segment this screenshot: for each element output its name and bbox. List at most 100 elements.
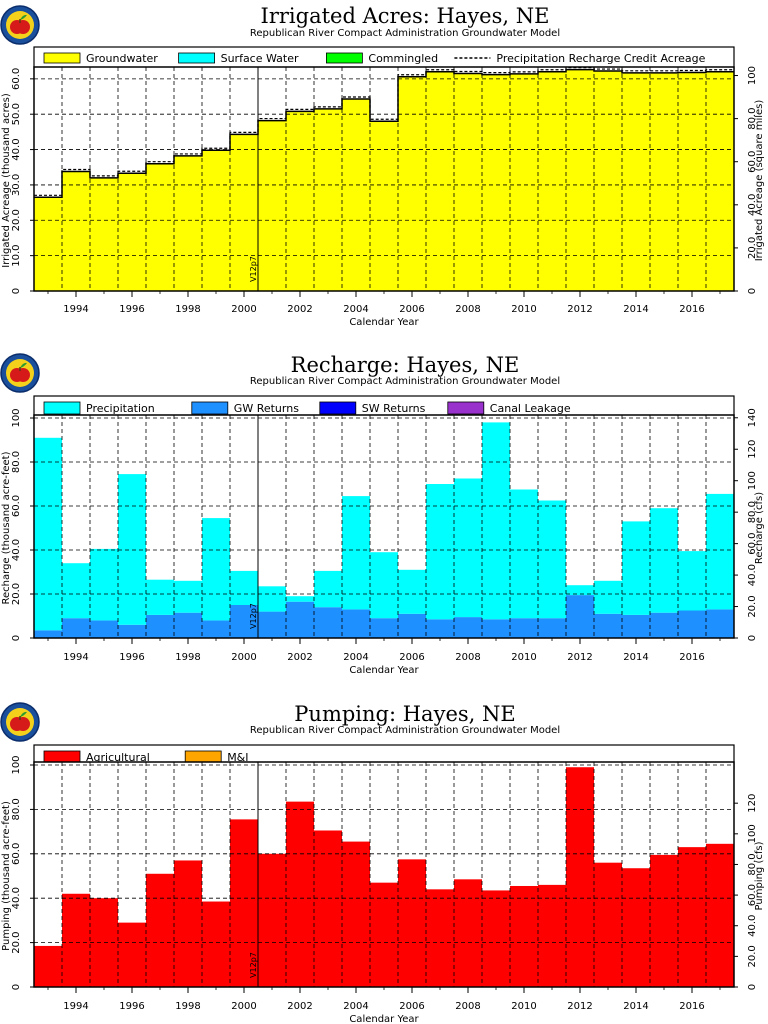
bar-gw-returns [538, 618, 566, 638]
bar-precipitation [174, 580, 202, 613]
legend-swatch [178, 52, 216, 64]
area-segment [454, 73, 482, 291]
x-tick-label: 1994 [63, 1001, 88, 1012]
y2-tick-label: 120 [747, 440, 758, 459]
bar-gw-returns [594, 613, 622, 638]
y-tick-label: 40.0 [11, 138, 22, 160]
logo-seal-3 [0, 702, 40, 742]
bar-precipitation [622, 521, 650, 615]
version-marker-label: V12p7 [249, 256, 258, 282]
y2-tick-label: 60.0 [747, 151, 758, 173]
bar-agricultural [286, 801, 314, 987]
area-segment [622, 72, 650, 291]
area-segment [650, 72, 678, 291]
bar-agricultural [622, 868, 650, 987]
bar-precipitation [650, 508, 678, 613]
leaf-icon [20, 362, 27, 368]
chart-title: Pumping: Hayes, NE [294, 702, 515, 726]
legend-label: Groundwater [86, 52, 158, 65]
legend-swatch [43, 52, 81, 64]
bar-precipitation [510, 489, 538, 619]
area-segment [678, 72, 706, 292]
bar-agricultural [342, 841, 370, 987]
x-tick-label: 2016 [679, 1001, 704, 1012]
x-tick-label: 1998 [175, 304, 200, 315]
area-segment [426, 71, 454, 291]
y2-tick-label: 100 [747, 824, 758, 843]
y-tick-label: 80.0 [11, 451, 22, 473]
x-tick-label: 2004 [343, 652, 368, 663]
y-tick-label: 10.0 [11, 245, 22, 267]
x-tick-label: 2008 [455, 1001, 480, 1012]
version-marker-label: V12p7 [249, 952, 258, 978]
x-tick-label: 1994 [63, 304, 88, 315]
bar-gw-returns [650, 612, 678, 638]
y2-tick-label: 40.0 [747, 194, 758, 216]
bar-precipitation [230, 570, 258, 605]
legend-swatch [447, 401, 485, 415]
bar-agricultural [594, 862, 622, 987]
x-tick-label: 1996 [119, 652, 144, 663]
bar-agricultural [202, 901, 230, 987]
x-tick-label: 2012 [567, 1001, 592, 1012]
bar-precipitation [454, 478, 482, 618]
bar-precipitation [370, 552, 398, 619]
y2-tick-label: 20.0 [747, 945, 758, 967]
bar-gw-returns [454, 617, 482, 638]
x-tick-label: 2002 [287, 1001, 312, 1012]
legend-swatch [184, 750, 222, 764]
chart-title: Recharge: Hayes, NE [291, 353, 520, 377]
y-axis-label: Pumping (thousand acre-feet) [1, 801, 12, 951]
bar-agricultural [454, 879, 482, 987]
bar-agricultural [426, 889, 454, 987]
bar-gw-returns [90, 620, 118, 638]
bar-agricultural [678, 847, 706, 987]
bar-agricultural [230, 819, 258, 987]
bar-gw-returns [62, 618, 90, 638]
x-tick-label: 2012 [567, 304, 592, 315]
legend-label: Surface Water [221, 52, 299, 65]
area-segment [510, 73, 538, 291]
x-tick-label: 2014 [623, 304, 648, 315]
bar-gw-returns [678, 610, 706, 638]
x-tick-label: 2008 [455, 304, 480, 315]
bar-agricultural [482, 890, 510, 987]
y-tick-label: 0 [11, 288, 22, 294]
x-axis-label: Calendar Year [349, 665, 419, 676]
y-tick-label: 0 [11, 635, 22, 641]
x-tick-label: 2008 [455, 652, 480, 663]
y2-tick-label: 0 [747, 635, 758, 641]
y-tick-label: 60.0 [11, 495, 22, 517]
y-tick-label: 0 [11, 984, 22, 990]
y2-tick-label: 120 [747, 794, 758, 813]
apple-icon-half [16, 717, 30, 731]
x-tick-label: 1996 [119, 1001, 144, 1012]
plot-frame [33, 761, 735, 988]
bar-agricultural [118, 922, 146, 987]
legend-label: Agricultural [86, 751, 150, 764]
bar-precipitation [146, 579, 174, 615]
y-tick-label: 80.0 [11, 798, 22, 820]
bar-gw-returns [202, 620, 230, 638]
bar-gw-returns [314, 607, 342, 638]
y2-tick-label: 0 [747, 984, 758, 990]
y-tick-label: 60.0 [11, 843, 22, 865]
legend-swatch [43, 750, 81, 764]
area-segment [314, 108, 342, 292]
y2-tick-label: 60.0 [747, 884, 758, 906]
bar-precipitation [398, 569, 426, 614]
x-axis-label: Calendar Year [349, 1014, 419, 1024]
y2-tick-label: 80.0 [747, 853, 758, 875]
y-axis-label: Recharge (thousand acre-feet) [1, 451, 12, 604]
legend-label: GW Returns [234, 402, 299, 415]
x-tick-label: 2006 [399, 304, 424, 315]
x-tick-label: 2014 [623, 1001, 648, 1012]
plot-frame [33, 414, 735, 639]
bar-precipitation [538, 500, 566, 619]
y2-tick-label: 40.0 [747, 915, 758, 937]
bar-precipitation [482, 422, 510, 620]
version-marker-label: V12p7 [249, 603, 258, 629]
